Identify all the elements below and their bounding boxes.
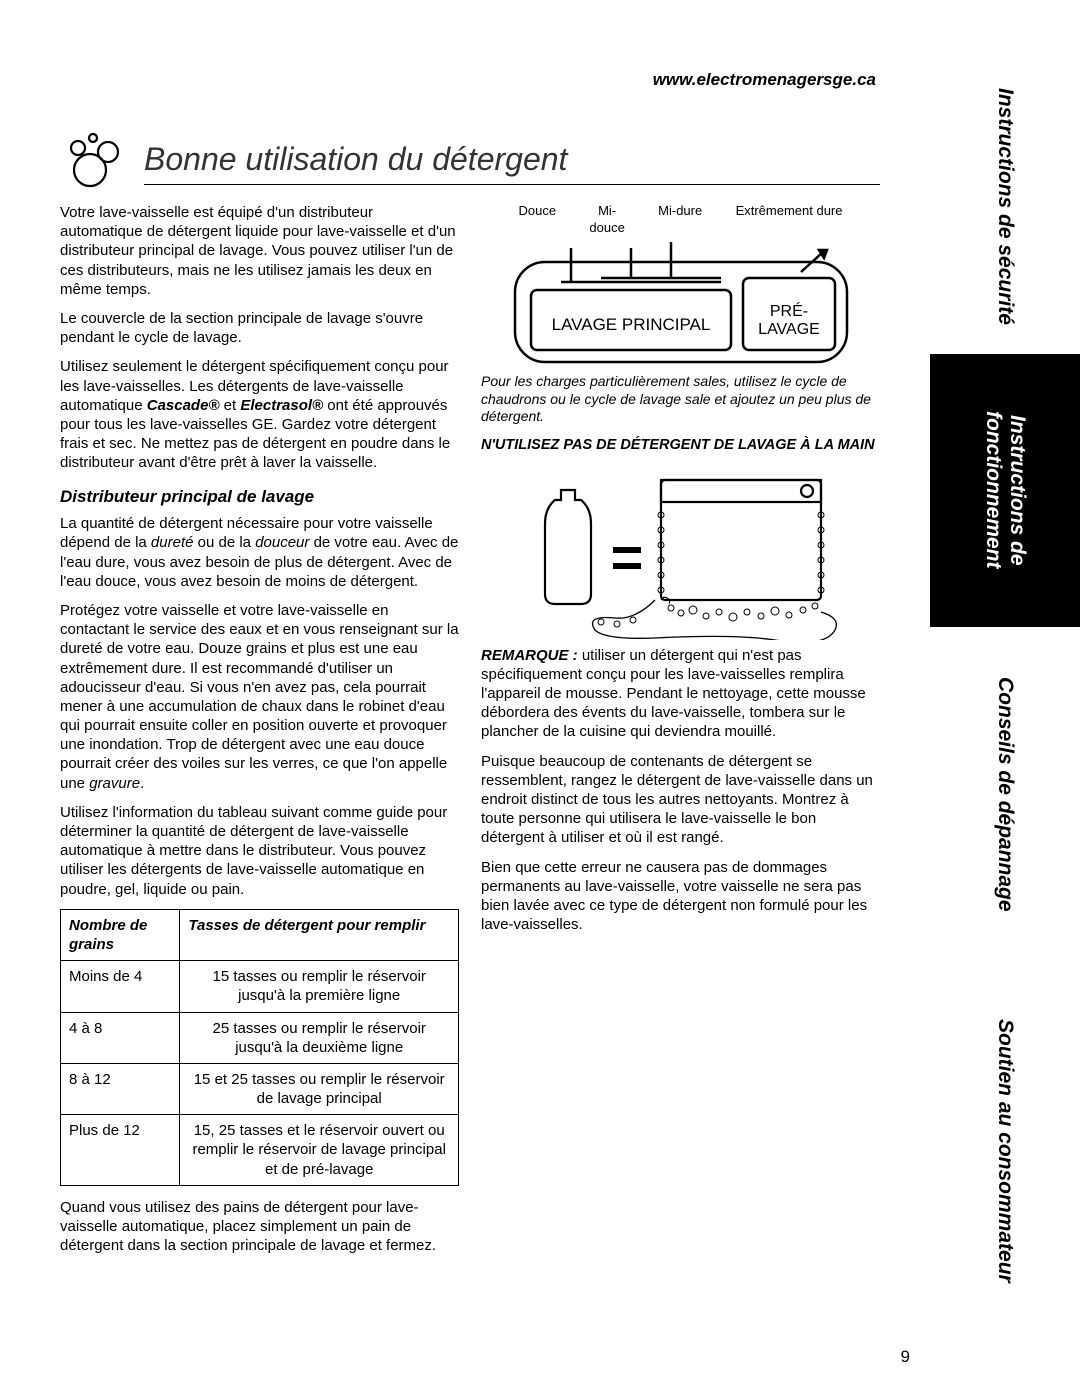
subheading-main-dispenser: Distributeur principal de lavage <box>60 486 459 508</box>
page-content: www.electromenagersge.ca Bonne utilisati… <box>60 70 880 1265</box>
brand-electrasol: Electrasol® <box>240 397 323 414</box>
cell: 25 tasses ou remplir le réservoir jusqu'… <box>180 1012 459 1063</box>
dispenser-caption: Pour les charges particulièrement sales,… <box>481 373 880 426</box>
hardness-p1: La quantité de détergent nécessaire pour… <box>60 514 459 591</box>
text: Instructions de <box>1006 415 1029 566</box>
intro-p1: Votre lave-vaisselle est équipé d'un dis… <box>60 203 459 299</box>
cell: Plus de 12 <box>61 1115 180 1186</box>
tab-troubleshooting[interactable]: Conseils de dépannage <box>930 627 1080 963</box>
prewash-label-a: PRÉ- <box>769 301 807 320</box>
table-row: 4 à 825 tasses ou remplir le réservoir j… <box>61 1012 459 1063</box>
th-grains: Nombre de grains <box>61 909 180 960</box>
text: douce <box>589 220 624 235</box>
text: Mi- <box>598 203 616 218</box>
header-row: Bonne utilisation du détergent <box>60 130 880 195</box>
th-cups: Tasses de détergent pour remplir <box>180 909 459 960</box>
cell: 8 à 12 <box>61 1063 180 1114</box>
remark-label: REMARQUE : <box>481 647 578 664</box>
dispenser-diagram-icon: LAVAGE PRINCIPAL PRÉ- LAVAGE <box>501 238 861 368</box>
cell: 15, 25 tasses et le réservoir ouvert ou … <box>180 1115 459 1186</box>
label-medsoft: Mi-douce <box>589 203 624 236</box>
remark-p2: Puisque beaucoup de contenants de déterg… <box>481 752 880 848</box>
page-title: Bonne utilisation du détergent <box>144 141 880 185</box>
cell: 15 et 25 tasses ou remplir le réservoir … <box>180 1063 459 1114</box>
text: . <box>140 775 144 792</box>
text: et <box>220 397 241 414</box>
label-soft: Douce <box>519 203 557 236</box>
bubbles-icon <box>60 130 130 195</box>
hardness-p3: Utilisez l'information du tableau suivan… <box>60 803 459 899</box>
text-italic: gravure <box>89 775 140 792</box>
main-wash-label: LAVAGE PRINCIPAL <box>551 315 710 334</box>
hardness-scale-labels: Douce Mi-douce Mi-dure Extrêmement dure <box>511 203 851 236</box>
tab-consumer-support[interactable]: Soutien au consommateur <box>930 962 1080 1340</box>
cell: 4 à 8 <box>61 1012 180 1063</box>
table-row: 8 à 1215 et 25 tasses ou remplir le rése… <box>61 1063 459 1114</box>
prewash-label-b: LAVAGE <box>758 321 820 338</box>
text: Protégez votre vaisselle et votre lave-v… <box>60 602 459 792</box>
overflow-figure <box>481 460 880 645</box>
table-row: Plus de 1215, 25 tasses et le réservoir … <box>61 1115 459 1186</box>
source-url: www.electromenagersge.ca <box>60 70 880 90</box>
intro-p2: Le couvercle de la section principale de… <box>60 309 459 347</box>
text: fonctionnement <box>982 411 1005 569</box>
detergent-table: Nombre de grains Tasses de détergent pou… <box>60 909 459 1186</box>
no-hand-detergent-warning: N'UTILISEZ PAS DE DÉTERGENT DE LAVAGE À … <box>481 436 880 455</box>
tablet-note: Quand vous utilisez des pains de déterge… <box>60 1198 459 1256</box>
remark-p3: Bien que cette erreur ne causera pas de … <box>481 858 880 935</box>
text: ou de la <box>193 534 255 551</box>
table-row: Moins de 415 tasses ou remplir le réserv… <box>61 961 459 1012</box>
label-medhard: Mi-dure <box>658 203 702 236</box>
text-italic: dureté <box>151 534 194 551</box>
left-column: Votre lave-vaisselle est équipé d'un dis… <box>60 203 459 1265</box>
intro-p3: Utilisez seulement le détergent spécifiq… <box>60 357 459 472</box>
tab-operating[interactable]: Instructions defonctionnement <box>930 354 1080 627</box>
right-column: Douce Mi-douce Mi-dure Extrêmement dure <box>481 203 880 1265</box>
page-number: 9 <box>901 1347 910 1367</box>
cell: Moins de 4 <box>61 961 180 1012</box>
dispenser-figure: Douce Mi-douce Mi-dure Extrêmement dure <box>481 203 880 373</box>
side-tabs: Instructions de sécurité Instructions de… <box>930 60 1080 1340</box>
overflow-diagram-icon <box>521 460 841 640</box>
remark-p1: REMARQUE : utiliser un détergent qui n'e… <box>481 646 880 742</box>
text-italic: douceur <box>255 534 309 551</box>
hardness-p2: Protégez votre vaisselle et votre lave-v… <box>60 601 459 793</box>
tab-safety[interactable]: Instructions de sécurité <box>930 60 1080 354</box>
brand-cascade: Cascade® <box>147 397 220 414</box>
label-extrahard: Extrêmement dure <box>736 203 843 236</box>
two-column-layout: Votre lave-vaisselle est équipé d'un dis… <box>60 203 880 1265</box>
cell: 15 tasses ou remplir le réservoir jusqu'… <box>180 961 459 1012</box>
